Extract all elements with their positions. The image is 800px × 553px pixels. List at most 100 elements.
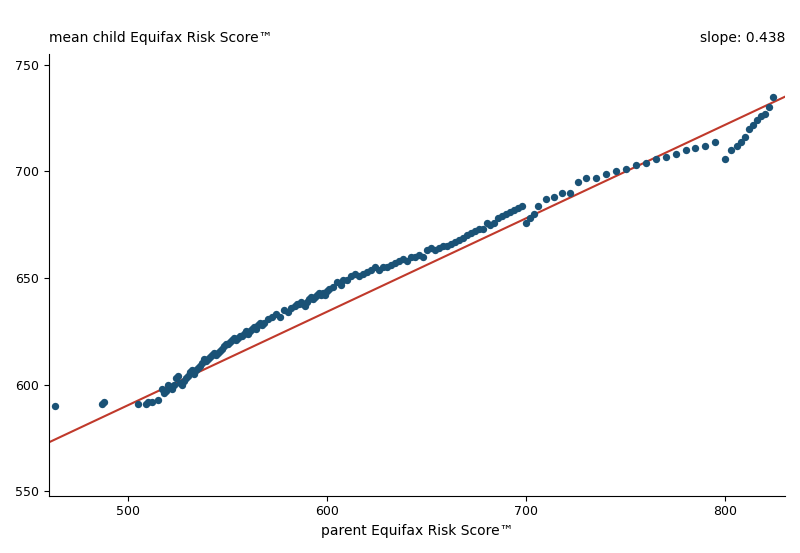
Point: [516, 201, 529, 210]
Point: [182, 372, 194, 380]
Point: [247, 323, 260, 332]
Point: [223, 338, 236, 347]
Point: [599, 169, 612, 178]
Point: [500, 210, 513, 218]
Point: [301, 297, 314, 306]
Point: [357, 269, 370, 278]
Point: [132, 400, 145, 409]
Point: [731, 142, 744, 150]
Point: [218, 342, 230, 351]
Point: [303, 295, 316, 304]
Point: [331, 278, 344, 287]
Point: [258, 319, 270, 327]
Point: [297, 299, 310, 308]
Point: [281, 308, 294, 317]
Point: [746, 120, 759, 129]
Point: [689, 144, 702, 153]
Point: [524, 214, 537, 223]
Point: [222, 340, 234, 349]
Point: [176, 380, 189, 389]
Point: [323, 284, 336, 293]
Point: [520, 218, 533, 227]
Point: [174, 378, 186, 387]
Point: [405, 252, 418, 261]
Point: [528, 210, 541, 218]
Point: [742, 124, 755, 133]
Point: [337, 276, 350, 285]
Text: mean child Equifax Risk Score™: mean child Equifax Risk Score™: [49, 32, 272, 45]
Point: [178, 376, 190, 385]
Point: [277, 306, 290, 315]
Point: [251, 321, 264, 330]
Point: [285, 304, 298, 312]
Point: [476, 225, 489, 233]
Point: [512, 204, 525, 212]
Point: [421, 246, 434, 255]
Point: [432, 244, 445, 253]
Point: [385, 261, 398, 270]
Point: [295, 297, 308, 306]
Point: [754, 112, 767, 121]
Point: [255, 321, 268, 330]
Point: [464, 229, 477, 238]
Point: [699, 142, 712, 150]
Point: [679, 145, 692, 154]
Point: [488, 218, 501, 227]
Point: [206, 351, 218, 359]
Point: [659, 152, 672, 161]
Point: [456, 233, 469, 242]
Point: [572, 178, 585, 186]
Point: [319, 291, 332, 300]
Point: [369, 263, 382, 272]
Point: [166, 385, 178, 394]
Point: [194, 361, 206, 370]
Point: [639, 159, 652, 168]
Point: [480, 218, 493, 227]
Point: [254, 319, 266, 327]
Point: [508, 205, 521, 214]
Point: [190, 366, 202, 374]
Point: [265, 312, 278, 321]
Point: [630, 160, 642, 169]
Point: [317, 289, 330, 298]
Point: [492, 214, 505, 223]
Point: [397, 254, 410, 263]
Point: [436, 242, 449, 251]
Point: [417, 252, 430, 261]
Point: [353, 272, 366, 280]
Point: [496, 212, 509, 221]
Point: [758, 109, 771, 118]
Point: [650, 154, 662, 163]
Point: [187, 370, 200, 379]
Point: [440, 242, 453, 251]
Point: [235, 331, 248, 340]
Point: [243, 327, 256, 336]
Point: [373, 265, 386, 274]
Point: [226, 336, 238, 345]
Point: [424, 244, 437, 253]
Point: [762, 103, 775, 112]
Point: [202, 355, 214, 364]
Point: [313, 289, 326, 298]
Point: [98, 398, 111, 406]
Point: [444, 239, 457, 248]
Point: [293, 299, 306, 308]
Point: [766, 92, 779, 101]
Point: [532, 201, 545, 210]
Point: [428, 246, 441, 255]
Point: [239, 327, 252, 336]
Point: [389, 259, 402, 268]
Point: [750, 116, 763, 124]
Point: [564, 189, 577, 197]
Point: [160, 387, 173, 395]
Point: [262, 314, 274, 323]
Point: [361, 267, 374, 276]
Point: [448, 237, 461, 246]
Point: [349, 269, 362, 278]
Point: [199, 357, 212, 366]
Point: [172, 372, 185, 380]
Point: [162, 380, 174, 389]
Point: [273, 312, 286, 321]
Point: [725, 145, 738, 154]
Point: [96, 400, 109, 409]
